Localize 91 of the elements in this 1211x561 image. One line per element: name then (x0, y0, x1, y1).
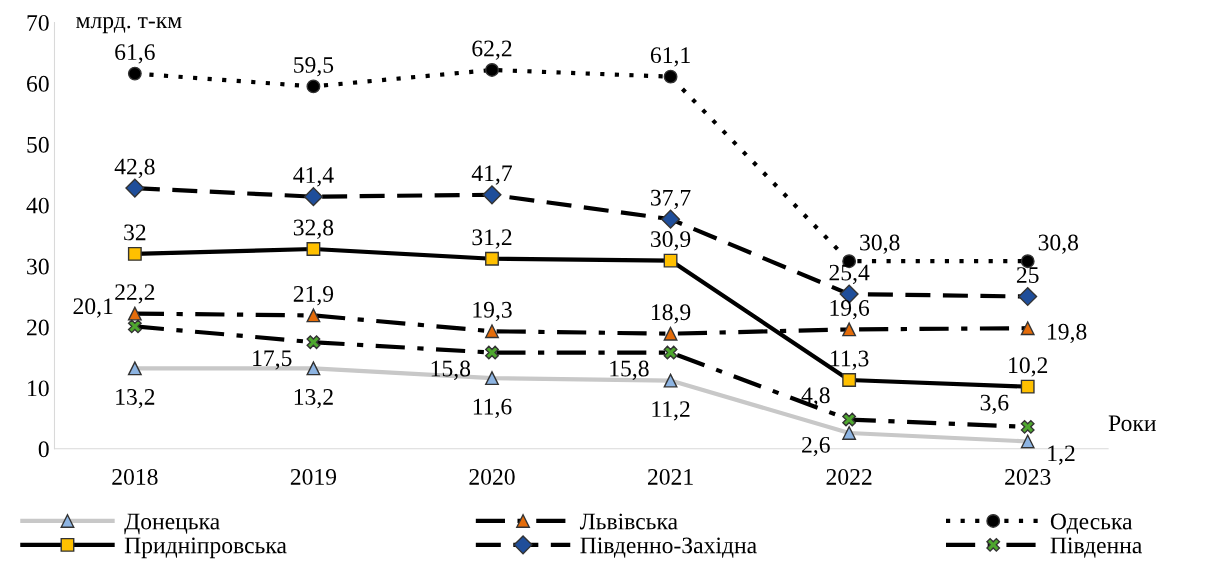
data-label: 15,8 (431, 360, 471, 380)
data-label: 19,3 (473, 301, 512, 322)
data-label: 10,2 (1009, 357, 1048, 377)
y-tick-label: 20 (27, 319, 49, 336)
y-tick-label: 70 (27, 14, 49, 31)
point (1020, 379, 1035, 394)
data-label: 4,8 (801, 387, 830, 407)
point (127, 66, 142, 81)
data-label: 22,2 (115, 284, 155, 304)
point (842, 412, 857, 427)
data-label: 13,2 (294, 389, 333, 409)
y-tick-label: 60 (27, 75, 49, 92)
point (306, 79, 321, 94)
y-tick-label: 30 (27, 258, 49, 275)
x-tick-label: 2020 (469, 468, 515, 485)
point (485, 371, 499, 386)
point (663, 69, 678, 84)
data-label: 61,6 (115, 44, 155, 64)
point (127, 361, 142, 376)
x-tick-label: 2018 (112, 468, 158, 485)
legend-label: Придніпровська (124, 537, 287, 559)
point (127, 306, 142, 321)
data-label: 20,1 (73, 298, 113, 318)
x-tick-label: 2021 (647, 468, 693, 485)
point (485, 251, 499, 266)
point (127, 246, 142, 261)
point (842, 426, 857, 440)
data-label: 3,6 (980, 394, 1009, 414)
point (306, 308, 321, 323)
point (482, 185, 502, 205)
data-label: 62,2 (472, 40, 512, 60)
legend-label: Південно-Західна (580, 537, 757, 558)
point (306, 361, 321, 376)
point (125, 178, 145, 198)
legend-label: Донецька (124, 513, 220, 535)
data-label: 30,9 (651, 231, 691, 251)
data-label: 19,8 (1048, 323, 1087, 344)
point (1020, 321, 1035, 336)
data-label: 32 (124, 224, 146, 241)
point (306, 335, 321, 350)
point (485, 63, 499, 77)
x-axis-title: Роки (1108, 415, 1156, 432)
legend-label: Південна (1050, 537, 1142, 558)
point (663, 373, 678, 388)
x-tick-label: 2022 (826, 468, 872, 485)
y-tick-label: 10 (28, 380, 49, 397)
data-label: 30,8 (1038, 234, 1079, 254)
point (663, 253, 678, 268)
data-label: 41,7 (471, 165, 512, 185)
data-label: 11,3 (831, 350, 869, 370)
data-label: 15,8 (610, 360, 649, 380)
y-axis-title: млрд. т-км (76, 16, 182, 34)
data-label: 11,2 (652, 401, 690, 421)
data-label: 13,2 (116, 389, 155, 409)
point (661, 209, 681, 229)
legend-label: Одеська (1050, 513, 1133, 534)
data-label: 2,6 (802, 436, 830, 457)
x-tick-label: 2023 (1005, 468, 1051, 485)
data-label: 18,9 (651, 304, 691, 324)
point (842, 373, 857, 387)
data-label: 25 (1016, 267, 1039, 283)
point (1020, 434, 1035, 449)
data-label: 42,8 (114, 158, 155, 178)
point (1018, 286, 1038, 307)
data-label: 21,9 (293, 286, 334, 306)
y-tick-label: 40 (26, 197, 49, 214)
data-label: 59,5 (294, 56, 334, 77)
data-label: 32,8 (293, 219, 334, 239)
data-label: 1,2 (1048, 445, 1075, 465)
point (842, 322, 857, 337)
y-tick-label: 0 (38, 441, 49, 458)
data-label: 30,8 (860, 234, 900, 254)
point (485, 324, 499, 339)
point (127, 319, 142, 334)
data-label: 37,7 (651, 189, 691, 210)
point (663, 326, 678, 341)
data-label: 17,5 (253, 350, 292, 370)
data-label: 19,6 (830, 300, 870, 320)
data-label: 41,4 (293, 167, 334, 187)
data-label: 31,2 (472, 229, 512, 249)
point (485, 345, 499, 360)
data-label: 11,6 (473, 398, 512, 419)
y-tick-label: 50 (27, 136, 49, 153)
point (303, 187, 323, 207)
point (306, 242, 321, 256)
point (1020, 419, 1035, 434)
data-label: 25,4 (829, 264, 870, 284)
legend-label: Львівська (579, 513, 678, 530)
data-label: 61,1 (650, 47, 690, 67)
point (663, 345, 678, 360)
x-tick-label: 2019 (290, 468, 337, 485)
